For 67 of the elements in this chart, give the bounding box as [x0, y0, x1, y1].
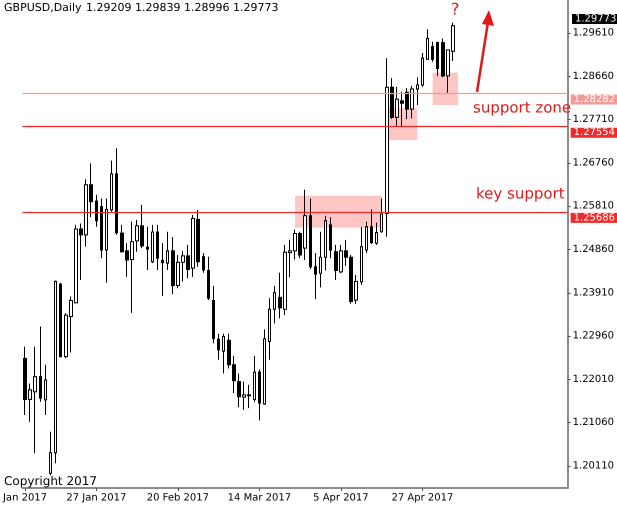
- ref-line-label: 1.28282: [574, 94, 616, 106]
- annotation: support zone: [473, 98, 572, 116]
- x-tick-label: 5 Apr 2017: [313, 492, 369, 504]
- candlestick: [416, 76, 419, 106]
- x-tick-label: 27 Apr 2017: [392, 492, 454, 504]
- candlestick: [49, 431, 52, 476]
- candlestick: [258, 368, 261, 421]
- y-tick-label: 1.22960: [572, 330, 614, 342]
- annotation: Copyright 2017: [4, 474, 97, 488]
- candlestick: [151, 224, 154, 264]
- candlestick: [324, 215, 327, 271]
- candlestick: [146, 226, 149, 270]
- candlestick: [380, 198, 383, 234]
- candlestick: [421, 52, 424, 88]
- candlestick: [202, 252, 205, 274]
- candlestick: [329, 216, 332, 259]
- candlestick: [100, 198, 103, 259]
- candlestick: [370, 208, 373, 245]
- y-tick-label: 1.23910: [572, 287, 614, 298]
- candlestick: [431, 41, 434, 62]
- candlestick: [59, 282, 62, 358]
- candlestick: [426, 28, 429, 60]
- text: 1.29773: [575, 14, 616, 24]
- candlestick: [263, 328, 266, 406]
- candlestick: [319, 231, 322, 288]
- candlestick: [365, 221, 368, 254]
- x-tick-label: 14 Mar 2017: [228, 492, 292, 504]
- candlestick: [212, 285, 215, 344]
- candlestick: [39, 326, 42, 402]
- candlestick: [360, 226, 363, 286]
- candlestick: [156, 224, 159, 270]
- candlestick: [207, 256, 210, 301]
- candlestick: [273, 285, 276, 324]
- y-tick-label: 1.21060: [572, 417, 614, 428]
- candlestick: [54, 280, 57, 464]
- x-tick-label: 27 Jan 2017: [66, 492, 126, 504]
- y-tick-label: 1.20110: [572, 460, 614, 472]
- y-tick-label: 1.22010: [572, 374, 614, 385]
- candlestick: [217, 333, 220, 360]
- chart-title: GBPUSD,Daily: [4, 1, 82, 14]
- candlestick: [105, 198, 108, 284]
- ref-line-label: 1.25686: [574, 212, 616, 224]
- y-tick-label: 1.25810: [572, 200, 614, 212]
- candlestick: [44, 364, 47, 416]
- candlestick: [222, 333, 225, 374]
- y-tick-label: 1.28660: [572, 70, 614, 82]
- chart-subtitle: 1.29209 1.29839 1.28996 1.29773: [86, 1, 278, 14]
- candlestick: [95, 194, 98, 228]
- x-tick-label: Jan 2017: [2, 492, 48, 504]
- annotation: ?: [451, 0, 460, 18]
- candlestick: [110, 160, 113, 212]
- candlestick: [166, 231, 169, 270]
- candlestick: [115, 148, 118, 236]
- y-tick-label: 1.29610: [572, 28, 614, 38]
- candlestick: [314, 252, 317, 300]
- y-tick-label: 1.27710: [572, 114, 614, 126]
- candlestick: [253, 356, 256, 402]
- candlestick: [375, 222, 378, 246]
- y-tick-label: 1.24860: [572, 244, 614, 255]
- candlestick: [268, 298, 271, 360]
- candlestick: [436, 41, 439, 76]
- x-tick-label: 20 Feb 2017: [146, 492, 209, 504]
- annotation: key support: [476, 184, 565, 202]
- ref-line-label: 1.27554: [574, 127, 616, 138]
- candlestick: [161, 242, 164, 296]
- candlestick: [309, 198, 312, 270]
- y-tick-label: 1.26760: [572, 157, 614, 168]
